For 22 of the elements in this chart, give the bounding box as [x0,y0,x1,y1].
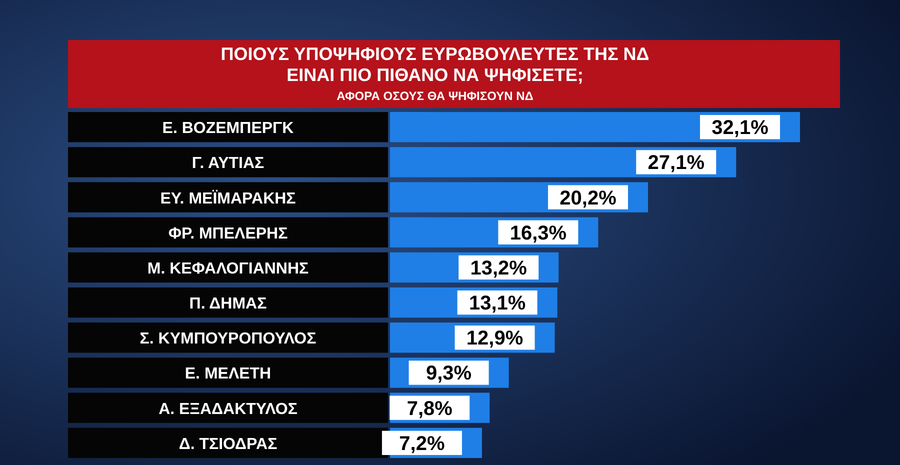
data-label: 27,1% [648,152,705,174]
data-label: 16,3% [510,222,567,244]
y-tick-label: Δ. ΤΣΙΟΔΡΑΣ [178,436,278,453]
y-tick-label: ΦΡ. ΜΠΕΛΕΡΗΣ [168,225,288,242]
y-tick-label: ΕΥ. ΜΕΪΜΑΡΑΚΗΣ [160,189,296,208]
y-tick-label: Σ. ΚΥΜΠΟΥΡΟΠΟΥΛΟΣ [140,330,317,348]
y-tick-label: Ε. ΜΕΛΕΤΗ [184,366,272,383]
data-label: 9,3% [426,362,472,385]
y-tick-label: Ε. ΒΟΖΕΜΠΕΡΓΚ [162,120,294,138]
data-label: 32,1% [712,117,769,140]
data-label: 7,8% [406,398,453,420]
chart-subtitle: ΑΦΟΡΑ ΟΣΟΥΣ ΘΑ ΨΗΦΙΣΟΥΝ ΝΔ [336,89,534,103]
y-tick-label: Α. ΕΞΑΔΑΚΤΥΛΟΣ [158,400,298,418]
y-tick-label: Π. ΔΗΜΑΣ [189,296,268,313]
data-label: 7,2% [399,432,445,455]
data-label: 20,2% [560,187,617,210]
y-tick-label: Μ. ΚΕΦΑΛΟΓΙΑΝΝΗΣ [147,260,310,278]
data-label: 13,1% [468,292,526,315]
y-tick-label: Γ. ΑΥΤΙΑΣ [192,155,265,172]
data-label: 12,9% [466,328,524,350]
data-label: 13,2% [470,257,528,280]
chart-title: ΠΟΙΟΥΣ ΥΠΟΨΗΦΙΟΥΣ ΕΥΡΩΒΟΥΛΕΥΤΕΣ ΤΗΣ ΝΔ ΕΙΝΑΙ ΠΙΟ ΠΙΘΑΝΟ ΝΑ ΨΗΦΙΣΕΤΕ; [220,44,650,85]
